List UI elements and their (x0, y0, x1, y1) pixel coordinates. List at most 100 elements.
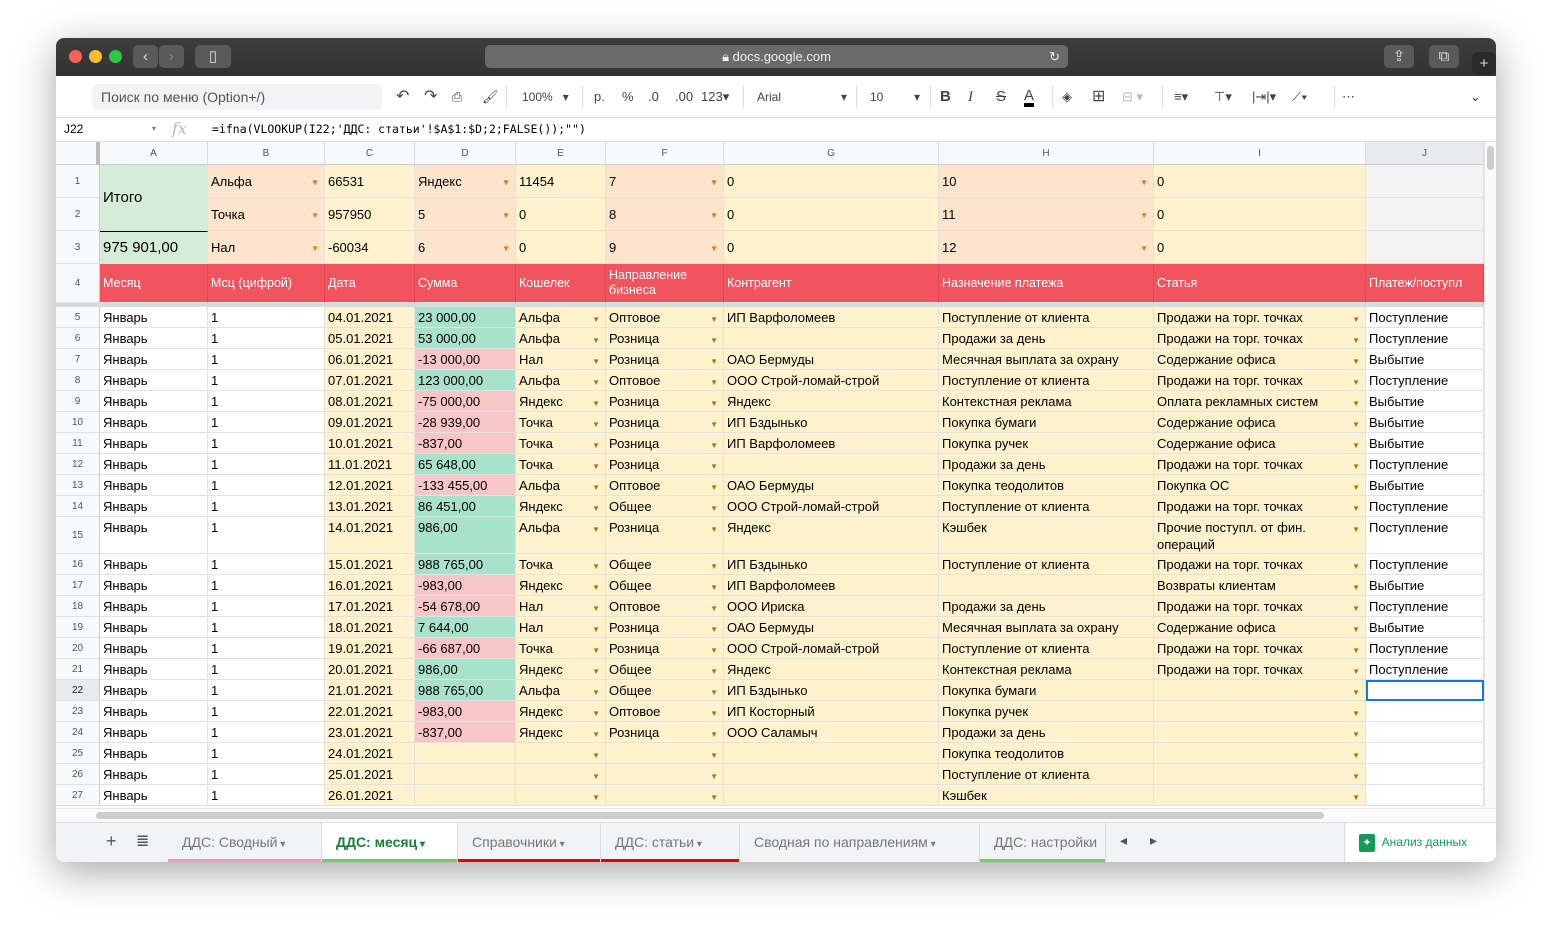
cell-I15[interactable]: Прочие поступл. от фин. операций ▼ (1154, 517, 1366, 554)
cell-G25[interactable] (724, 743, 939, 764)
tab-menu-arrow-icon[interactable]: ▾ (694, 839, 702, 850)
cell-J16[interactable]: Поступление (1366, 554, 1484, 575)
summary-cell-J2[interactable] (1366, 198, 1484, 231)
merge-cells-icon[interactable]: ⊟ ▾ (1122, 89, 1144, 104)
tab-menu-arrow-icon[interactable]: ▾ (556, 839, 565, 850)
row-header-12[interactable]: 12 (56, 454, 100, 475)
cell-H25[interactable]: Покупка теодолитов (939, 743, 1154, 764)
cell-C17[interactable]: 16.01.2021 (325, 575, 415, 596)
dropdown-arrow-icon[interactable]: ▼ (1352, 709, 1360, 718)
cell-J7[interactable]: Выбытие (1366, 349, 1484, 370)
dropdown-arrow-icon[interactable]: ▼ (311, 211, 319, 220)
sheet-tab-2[interactable]: ДДС: месяц ▾ (322, 823, 458, 862)
cell-J17[interactable]: Выбытие (1366, 575, 1484, 596)
cell-C8[interactable]: 07.01.2021 (325, 370, 415, 391)
cell-H14[interactable]: Поступление от клиента (939, 496, 1154, 517)
row-header-15[interactable]: 15 (56, 517, 100, 554)
cell-F20[interactable]: Розница ▼ (606, 638, 724, 659)
close-window-button[interactable] (69, 50, 82, 63)
cell-D5[interactable]: 23 000,00 (415, 307, 516, 328)
summary-cell-A3[interactable]: 975 901,00 (100, 231, 208, 264)
collapse-toolbar-icon[interactable]: ⌄ (1470, 89, 1481, 104)
text-rotate-icon[interactable]: ⟋▾ (1292, 89, 1308, 104)
row-header-13[interactable]: 13 (56, 475, 100, 496)
cell-J14[interactable]: Поступление (1366, 496, 1484, 517)
cell-B23[interactable]: 1 (208, 701, 325, 722)
cell-H18[interactable]: Продажи за день (939, 596, 1154, 617)
cell-F15[interactable]: Розница ▼ (606, 517, 724, 554)
dropdown-arrow-icon[interactable]: ▼ (1352, 378, 1360, 387)
all-sheets-icon[interactable]: ≣ (136, 833, 150, 850)
dropdown-arrow-icon[interactable]: ▼ (592, 667, 600, 676)
cell-D18[interactable]: -54 678,00 (415, 596, 516, 617)
row-header-2[interactable]: 2 (56, 198, 100, 231)
cell-D8[interactable]: 123 000,00 (415, 370, 516, 391)
cell-C19[interactable]: 18.01.2021 (325, 617, 415, 638)
dropdown-arrow-icon[interactable]: ▼ (592, 604, 600, 613)
cell-F13[interactable]: Оптовое ▼ (606, 475, 724, 496)
cell-D16[interactable]: 988 765,00 (415, 554, 516, 575)
cell-C20[interactable]: 19.01.2021 (325, 638, 415, 659)
cell-J20[interactable]: Поступление (1366, 638, 1484, 659)
cell-F22[interactable]: Общее ▼ (606, 680, 724, 701)
dropdown-arrow-icon[interactable]: ▼ (1352, 504, 1360, 513)
cell-G10[interactable]: ИП Бздынько (724, 412, 939, 433)
row-header-20[interactable]: 20 (56, 638, 100, 659)
cell-A20[interactable]: Январь (100, 638, 208, 659)
cell-G12[interactable] (724, 454, 939, 475)
cell-G22[interactable]: ИП Бздынько (724, 680, 939, 701)
cell-B24[interactable]: 1 (208, 722, 325, 743)
cell-E9[interactable]: Яндекс ▼ (516, 391, 606, 412)
cell-J27[interactable] (1366, 785, 1484, 806)
cell-E5[interactable]: Альфа ▼ (516, 307, 606, 328)
cell-B27[interactable]: 1 (208, 785, 325, 806)
dropdown-arrow-icon[interactable]: ▼ (1352, 357, 1360, 366)
redo-icon[interactable]: ↷ (424, 88, 438, 105)
row-header-4[interactable]: 4 (56, 264, 100, 303)
dropdown-arrow-icon[interactable]: ▼ (592, 315, 600, 324)
cell-D19[interactable]: 7 644,00 (415, 617, 516, 638)
bold-button[interactable]: B (940, 88, 951, 105)
cell-B17[interactable]: 1 (208, 575, 325, 596)
formula-input[interactable]: =ifna(VLOOKUP(I22;'ДДС: статьи'!$A$1:$D;… (212, 122, 586, 136)
strikethrough-button[interactable]: S (996, 88, 1007, 105)
cell-G13[interactable]: ОАО Бермуды (724, 475, 939, 496)
summary-cell-G1[interactable]: 0 (724, 165, 939, 198)
cell-F12[interactable]: Розница ▼ (606, 454, 724, 475)
cell-G11[interactable]: ИП Варфоломеев (724, 433, 939, 454)
cell-G6[interactable] (724, 328, 939, 349)
summary-cell-A1[interactable]: Итого (100, 165, 208, 231)
cell-H16[interactable]: Поступление от клиента (939, 554, 1154, 575)
cell-H21[interactable]: Контекстная реклама (939, 659, 1154, 680)
cell-A21[interactable]: Январь (100, 659, 208, 680)
cell-F6[interactable]: Розница ▼ (606, 328, 724, 349)
dropdown-arrow-icon[interactable]: ▼ (710, 504, 718, 513)
italic-button[interactable]: I (968, 89, 973, 105)
cell-H11[interactable]: Покупка ручек (939, 433, 1154, 454)
cell-E25[interactable]: ▼ (516, 743, 606, 764)
cell-A5[interactable]: Январь (100, 307, 208, 328)
cell-C26[interactable]: 25.01.2021 (325, 764, 415, 785)
forward-icon[interactable]: › (159, 45, 184, 68)
sheet-tab-3[interactable]: Справочники ▾ (458, 823, 601, 862)
dropdown-arrow-icon[interactable]: ▼ (1352, 336, 1360, 345)
summary-cell-E1[interactable]: 11454 (516, 165, 606, 198)
summary-cell-F1[interactable]: 7 ▼ (606, 165, 724, 198)
dropdown-arrow-icon[interactable]: ▼ (710, 211, 718, 220)
cell-F9[interactable]: Розница ▼ (606, 391, 724, 412)
cell-C18[interactable]: 17.01.2021 (325, 596, 415, 617)
row-header-22[interactable]: 22 (56, 680, 100, 701)
cell-E21[interactable]: Яндекс ▼ (516, 659, 606, 680)
reload-icon[interactable]: ↻ (1049, 49, 1060, 64)
cell-I18[interactable]: Продажи на торг. точках ▼ (1154, 596, 1366, 617)
share-icon[interactable]: ⇪ (1384, 45, 1414, 68)
dropdown-arrow-icon[interactable]: ▼ (1352, 688, 1360, 697)
cell-B13[interactable]: 1 (208, 475, 325, 496)
paint-format-icon[interactable]: 🖌︎ (482, 89, 499, 104)
summary-cell-B3[interactable]: Нал ▼ (208, 231, 325, 264)
cell-D20[interactable]: -66 687,00 (415, 638, 516, 659)
cell-B26[interactable]: 1 (208, 764, 325, 785)
cell-A8[interactable]: Январь (100, 370, 208, 391)
cell-B5[interactable]: 1 (208, 307, 325, 328)
cell-E12[interactable]: Точка ▼ (516, 454, 606, 475)
